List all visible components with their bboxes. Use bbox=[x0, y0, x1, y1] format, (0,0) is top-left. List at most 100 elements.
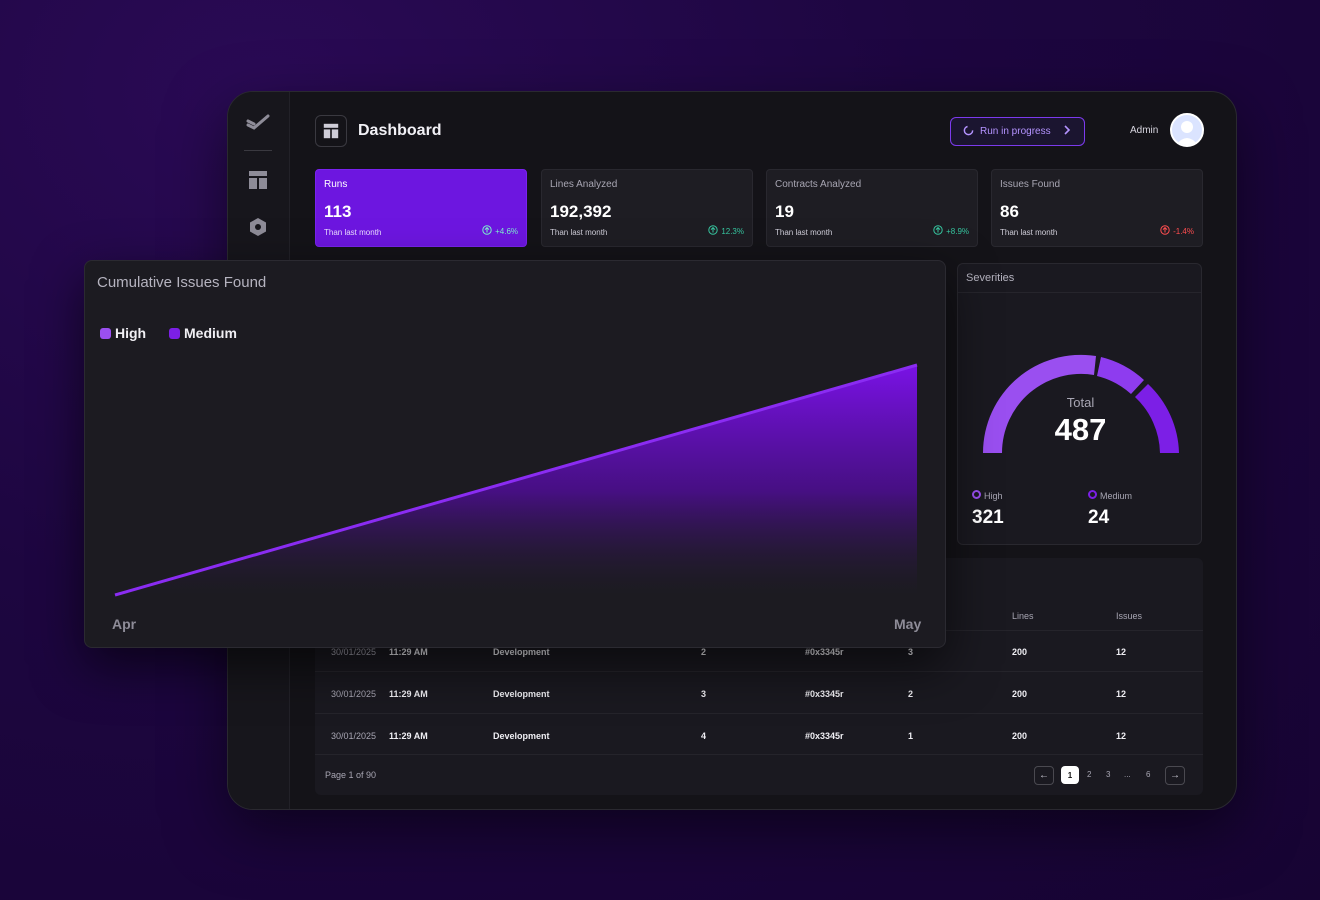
stat-sub: Than last month bbox=[775, 228, 833, 237]
stat-card-lines[interactable]: Lines Analyzed 192,392 Than last month 1… bbox=[541, 169, 753, 247]
cumulative-issues-chart: Cumulative Issues Found High Medium Apr … bbox=[84, 260, 946, 648]
cell-num: 4 bbox=[701, 731, 707, 741]
cell-issues: 12 bbox=[1116, 689, 1127, 699]
legend-high[interactable]: High bbox=[100, 325, 146, 341]
high-legend: High bbox=[972, 490, 1003, 501]
cell-count: 1 bbox=[908, 731, 914, 741]
avatar[interactable] bbox=[1170, 113, 1204, 147]
high-dot-icon bbox=[972, 490, 981, 501]
divider bbox=[315, 671, 1203, 672]
cell-date: 30/01/2025 bbox=[331, 731, 377, 741]
page-2[interactable]: 2 bbox=[1087, 770, 1092, 779]
cell-env: Development bbox=[493, 689, 550, 699]
stat-card-runs[interactable]: Runs 113 Than last month +4.6% bbox=[315, 169, 527, 247]
column-header-issues: Issues bbox=[1116, 611, 1143, 621]
medium-dot-icon bbox=[1088, 490, 1097, 501]
stat-label: Lines Analyzed bbox=[550, 179, 618, 190]
stat-value: 113 bbox=[324, 202, 352, 221]
pagination-label: Page 1 of 90 bbox=[325, 770, 377, 780]
arrow-up-icon bbox=[482, 225, 492, 237]
cell-time: 11:29 AM bbox=[389, 731, 428, 741]
chart-plot bbox=[114, 363, 918, 597]
sidebar-divider bbox=[244, 150, 272, 151]
legend-swatch-medium bbox=[169, 327, 180, 339]
divider bbox=[315, 713, 1203, 714]
page-title: Dashboard bbox=[358, 122, 442, 139]
stat-delta: 12.3% bbox=[708, 225, 744, 237]
dashboard-header-icon bbox=[315, 115, 347, 147]
dashboard-icon[interactable] bbox=[246, 168, 270, 192]
cell-issues: 12 bbox=[1116, 647, 1127, 657]
cell-time: 11:29 AM bbox=[389, 689, 428, 699]
gauge-total-label: Total bbox=[1066, 395, 1095, 410]
stat-label: Contracts Analyzed bbox=[775, 179, 862, 190]
cell-hash: #0x3345r bbox=[805, 731, 844, 741]
page-ellipsis: ... bbox=[1124, 770, 1131, 779]
stat-sub: Than last month bbox=[324, 228, 382, 237]
severities-title: Severities bbox=[966, 272, 1015, 284]
cell-lines: 200 bbox=[1012, 647, 1028, 657]
chart-title: Cumulative Issues Found bbox=[97, 274, 267, 291]
prev-page-button[interactable]: ← bbox=[1034, 766, 1054, 785]
arrow-up-icon bbox=[933, 225, 943, 237]
cell-lines: 200 bbox=[1012, 689, 1028, 699]
cell-num: 3 bbox=[701, 689, 707, 699]
logo-icon[interactable] bbox=[246, 110, 270, 134]
gauge-segment-other bbox=[1135, 384, 1179, 453]
stat-label: Runs bbox=[324, 179, 348, 190]
next-page-button[interactable]: → bbox=[1165, 766, 1185, 785]
stat-label: Issues Found bbox=[1000, 179, 1061, 190]
cell-count: 2 bbox=[908, 689, 914, 699]
chevron-right-icon bbox=[1063, 125, 1071, 138]
x-axis-end-label: May bbox=[894, 616, 922, 632]
medium-legend: Medium bbox=[1088, 490, 1132, 501]
spinner-icon bbox=[963, 125, 974, 139]
stat-delta: -1.4% bbox=[1160, 225, 1194, 237]
stat-sub: Than last month bbox=[1000, 228, 1058, 237]
cell-env: Development bbox=[493, 731, 550, 741]
stat-value: 192,392 bbox=[550, 202, 612, 221]
x-axis-start-label: Apr bbox=[112, 616, 137, 632]
stat-value: 86 bbox=[1000, 202, 1019, 221]
stat-value: 19 bbox=[775, 202, 794, 221]
severities-card: Severities Total 487 High 321 Medium 24 bbox=[957, 263, 1202, 545]
user-name: Admin bbox=[1130, 125, 1159, 136]
cell-num: 2 bbox=[701, 647, 707, 657]
page-3[interactable]: 3 bbox=[1106, 770, 1111, 779]
arrow-down-icon bbox=[1160, 225, 1170, 237]
gauge-total-value: 487 bbox=[1054, 412, 1107, 447]
divider bbox=[958, 292, 1201, 293]
high-value: 321 bbox=[972, 507, 1004, 528]
area-line-high bbox=[114, 363, 918, 597]
arrow-left-icon: ← bbox=[1039, 770, 1049, 781]
page-1[interactable]: 1 bbox=[1061, 766, 1079, 784]
gauge-segment-medium bbox=[1097, 357, 1144, 394]
legend-medium[interactable]: Medium bbox=[169, 325, 237, 341]
cell-date: 30/01/2025 bbox=[331, 647, 377, 657]
cell-count: 3 bbox=[908, 647, 914, 657]
cell-hash: #0x3345r bbox=[805, 647, 844, 657]
stat-delta: +4.6% bbox=[482, 225, 518, 237]
stat-delta: +8.9% bbox=[933, 225, 969, 237]
stat-sub: Than last month bbox=[550, 228, 608, 237]
gauge-segment-high bbox=[982, 354, 1096, 453]
legend-swatch-high bbox=[100, 327, 111, 339]
cell-time: 11:29 AM bbox=[389, 647, 428, 657]
arrow-right-icon: → bbox=[1170, 770, 1180, 781]
medium-value: 24 bbox=[1088, 507, 1110, 528]
arrow-up-icon bbox=[708, 225, 719, 237]
severity-gauge bbox=[982, 354, 1179, 453]
settings-icon[interactable] bbox=[246, 215, 270, 239]
page-6[interactable]: 6 bbox=[1146, 770, 1151, 779]
cell-hash: #0x3345r bbox=[805, 689, 844, 699]
cell-date: 30/01/2025 bbox=[331, 689, 377, 699]
column-header-lines: Lines bbox=[1012, 611, 1034, 621]
divider bbox=[315, 754, 1203, 755]
stat-card-contracts[interactable]: Contracts Analyzed 19 Than last month +8… bbox=[766, 169, 978, 247]
cell-lines: 200 bbox=[1012, 731, 1028, 741]
run-in-progress-button[interactable]: Run in progress bbox=[950, 117, 1085, 146]
stat-card-issues[interactable]: Issues Found 86 Than last month -1.4% bbox=[991, 169, 1203, 247]
cell-issues: 12 bbox=[1116, 731, 1127, 741]
run-button-label: Run in progress bbox=[980, 126, 1051, 137]
cell-env: Development bbox=[493, 647, 550, 657]
